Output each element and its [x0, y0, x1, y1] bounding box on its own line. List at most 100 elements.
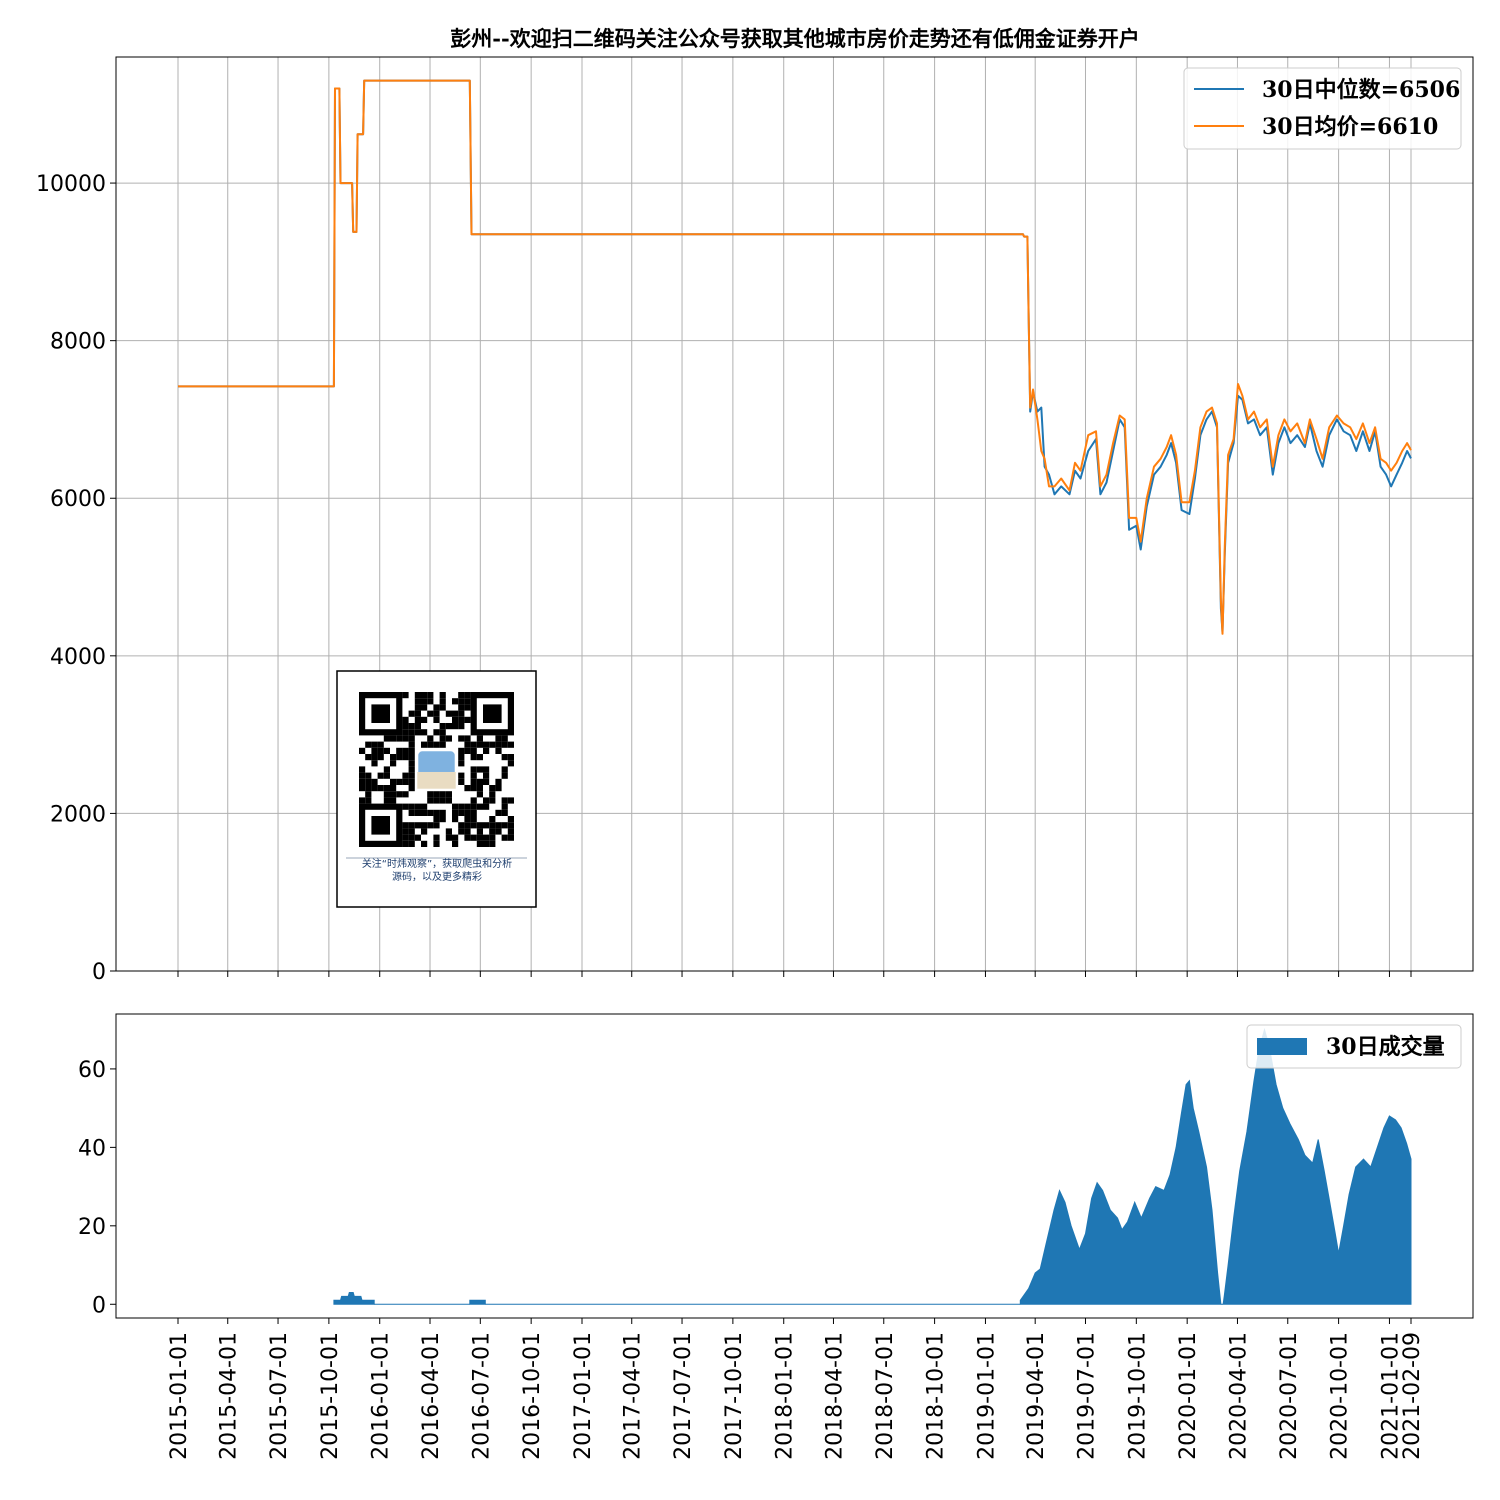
- qr-module: [483, 797, 490, 804]
- qr-module: [408, 760, 415, 767]
- qr-module: [408, 735, 415, 742]
- x-tick-label: 2018-04-01: [823, 1332, 848, 1460]
- qr-module: [427, 741, 434, 748]
- qr-module: [371, 754, 378, 761]
- qr-module: [445, 834, 452, 841]
- qr-module: [452, 840, 459, 847]
- qr-module: [483, 741, 490, 748]
- qr-module: [476, 778, 483, 785]
- chart-title: 彭州--欢迎扫二维码关注公众号获取其他城市房价走势还有低佣金证券开户: [450, 26, 1139, 51]
- legend-label: 30日均价=6610: [1262, 114, 1438, 140]
- legend-label: 30日成交量: [1326, 1034, 1445, 1060]
- qr-module: [439, 692, 446, 699]
- qr-module: [476, 834, 483, 841]
- qr-module: [476, 803, 483, 810]
- qr-module: [464, 822, 471, 829]
- qr-module: [377, 772, 384, 779]
- qr-module: [402, 803, 409, 810]
- x-tick-label: 2020-07-01: [1277, 1332, 1302, 1460]
- qr-module: [408, 809, 415, 816]
- qr-module: [421, 828, 428, 835]
- qr-module: [396, 754, 403, 761]
- qr-module: [439, 816, 446, 823]
- qr-module: [470, 741, 477, 748]
- qr-module: [359, 778, 366, 785]
- qr-module: [408, 754, 415, 761]
- qr-module: [359, 747, 366, 754]
- x-tick-label: 2016-07-01: [469, 1332, 494, 1460]
- qr-module: [452, 723, 459, 730]
- qr-module: [377, 785, 384, 792]
- qr-module: [495, 785, 502, 792]
- qr-module: [377, 754, 384, 761]
- qr-module: [489, 797, 496, 804]
- qr-module: [365, 754, 372, 761]
- qr-module: [421, 698, 428, 705]
- qr-module: [421, 692, 428, 699]
- qr-module: [408, 822, 415, 829]
- qr-module: [495, 778, 502, 785]
- qr-module: [408, 710, 415, 717]
- qr-module: [452, 698, 459, 705]
- qr-module: [452, 809, 459, 816]
- x-tick-label: 2015-04-01: [217, 1332, 242, 1460]
- qr-module: [421, 704, 428, 711]
- qr-module: [464, 785, 471, 792]
- qr-module: [383, 735, 390, 742]
- qr-module: [390, 754, 397, 761]
- qr-module: [433, 791, 440, 798]
- price-panel: 0 2000 4000 6000 8000 10000 30日中位数=6506 30日均价=6…: [36, 56, 1474, 985]
- qr-module: [483, 822, 490, 829]
- y-tick-label: 8000: [50, 330, 106, 355]
- volume-area: [469, 1299, 486, 1305]
- qr-module: [464, 747, 471, 754]
- qr-module: [414, 803, 421, 810]
- qr-module: [476, 840, 483, 847]
- median-price-line: [178, 79, 1412, 634]
- qr-module: [445, 791, 452, 798]
- qr-module: [383, 747, 390, 754]
- x-tick-label: 2017-07-01: [671, 1332, 696, 1460]
- qr-module: [464, 834, 471, 841]
- qr-module: [489, 791, 496, 798]
- qr-module: [408, 766, 415, 773]
- qr-module: [427, 809, 434, 816]
- qr-module: [433, 797, 440, 804]
- qr-module: [414, 698, 421, 705]
- qr-module: [501, 803, 508, 810]
- x-tick-label: 2020-10-01: [1328, 1332, 1353, 1460]
- qr-module: [489, 741, 496, 748]
- qr-module: [476, 735, 483, 742]
- qr-module: [365, 778, 372, 785]
- qr-module: [377, 741, 384, 748]
- qr-module: [421, 822, 428, 829]
- qr-module: [495, 828, 502, 835]
- mean-price-line: [178, 79, 1412, 635]
- qr-module: [458, 809, 465, 816]
- qr-module: [470, 766, 477, 773]
- qr-module: [458, 692, 465, 699]
- qr-module: [476, 785, 483, 792]
- price-plot-frame: [115, 56, 1474, 972]
- legend-box: [1246, 1024, 1462, 1069]
- qr-module: [408, 772, 415, 779]
- qr-module: [495, 822, 502, 829]
- qr-module: [421, 840, 428, 847]
- qr-module: [402, 778, 409, 785]
- qr-module: [421, 741, 428, 748]
- qr-module: [470, 747, 477, 754]
- qr-module: [433, 840, 440, 847]
- qr-finder: [371, 704, 390, 723]
- legend-swatch: [1257, 1038, 1307, 1055]
- qr-module: [408, 840, 415, 847]
- qr-module: [427, 710, 434, 717]
- qr-module: [365, 772, 372, 779]
- y-tick-label: 10000: [36, 172, 106, 197]
- qr-module: [476, 754, 483, 761]
- x-tick-label: 2020-01-01: [1176, 1332, 1201, 1460]
- qr-module: [359, 772, 366, 779]
- qr-module: [445, 710, 452, 717]
- legend-label: 30日中位数=6506: [1262, 77, 1460, 103]
- qr-module: [365, 785, 372, 792]
